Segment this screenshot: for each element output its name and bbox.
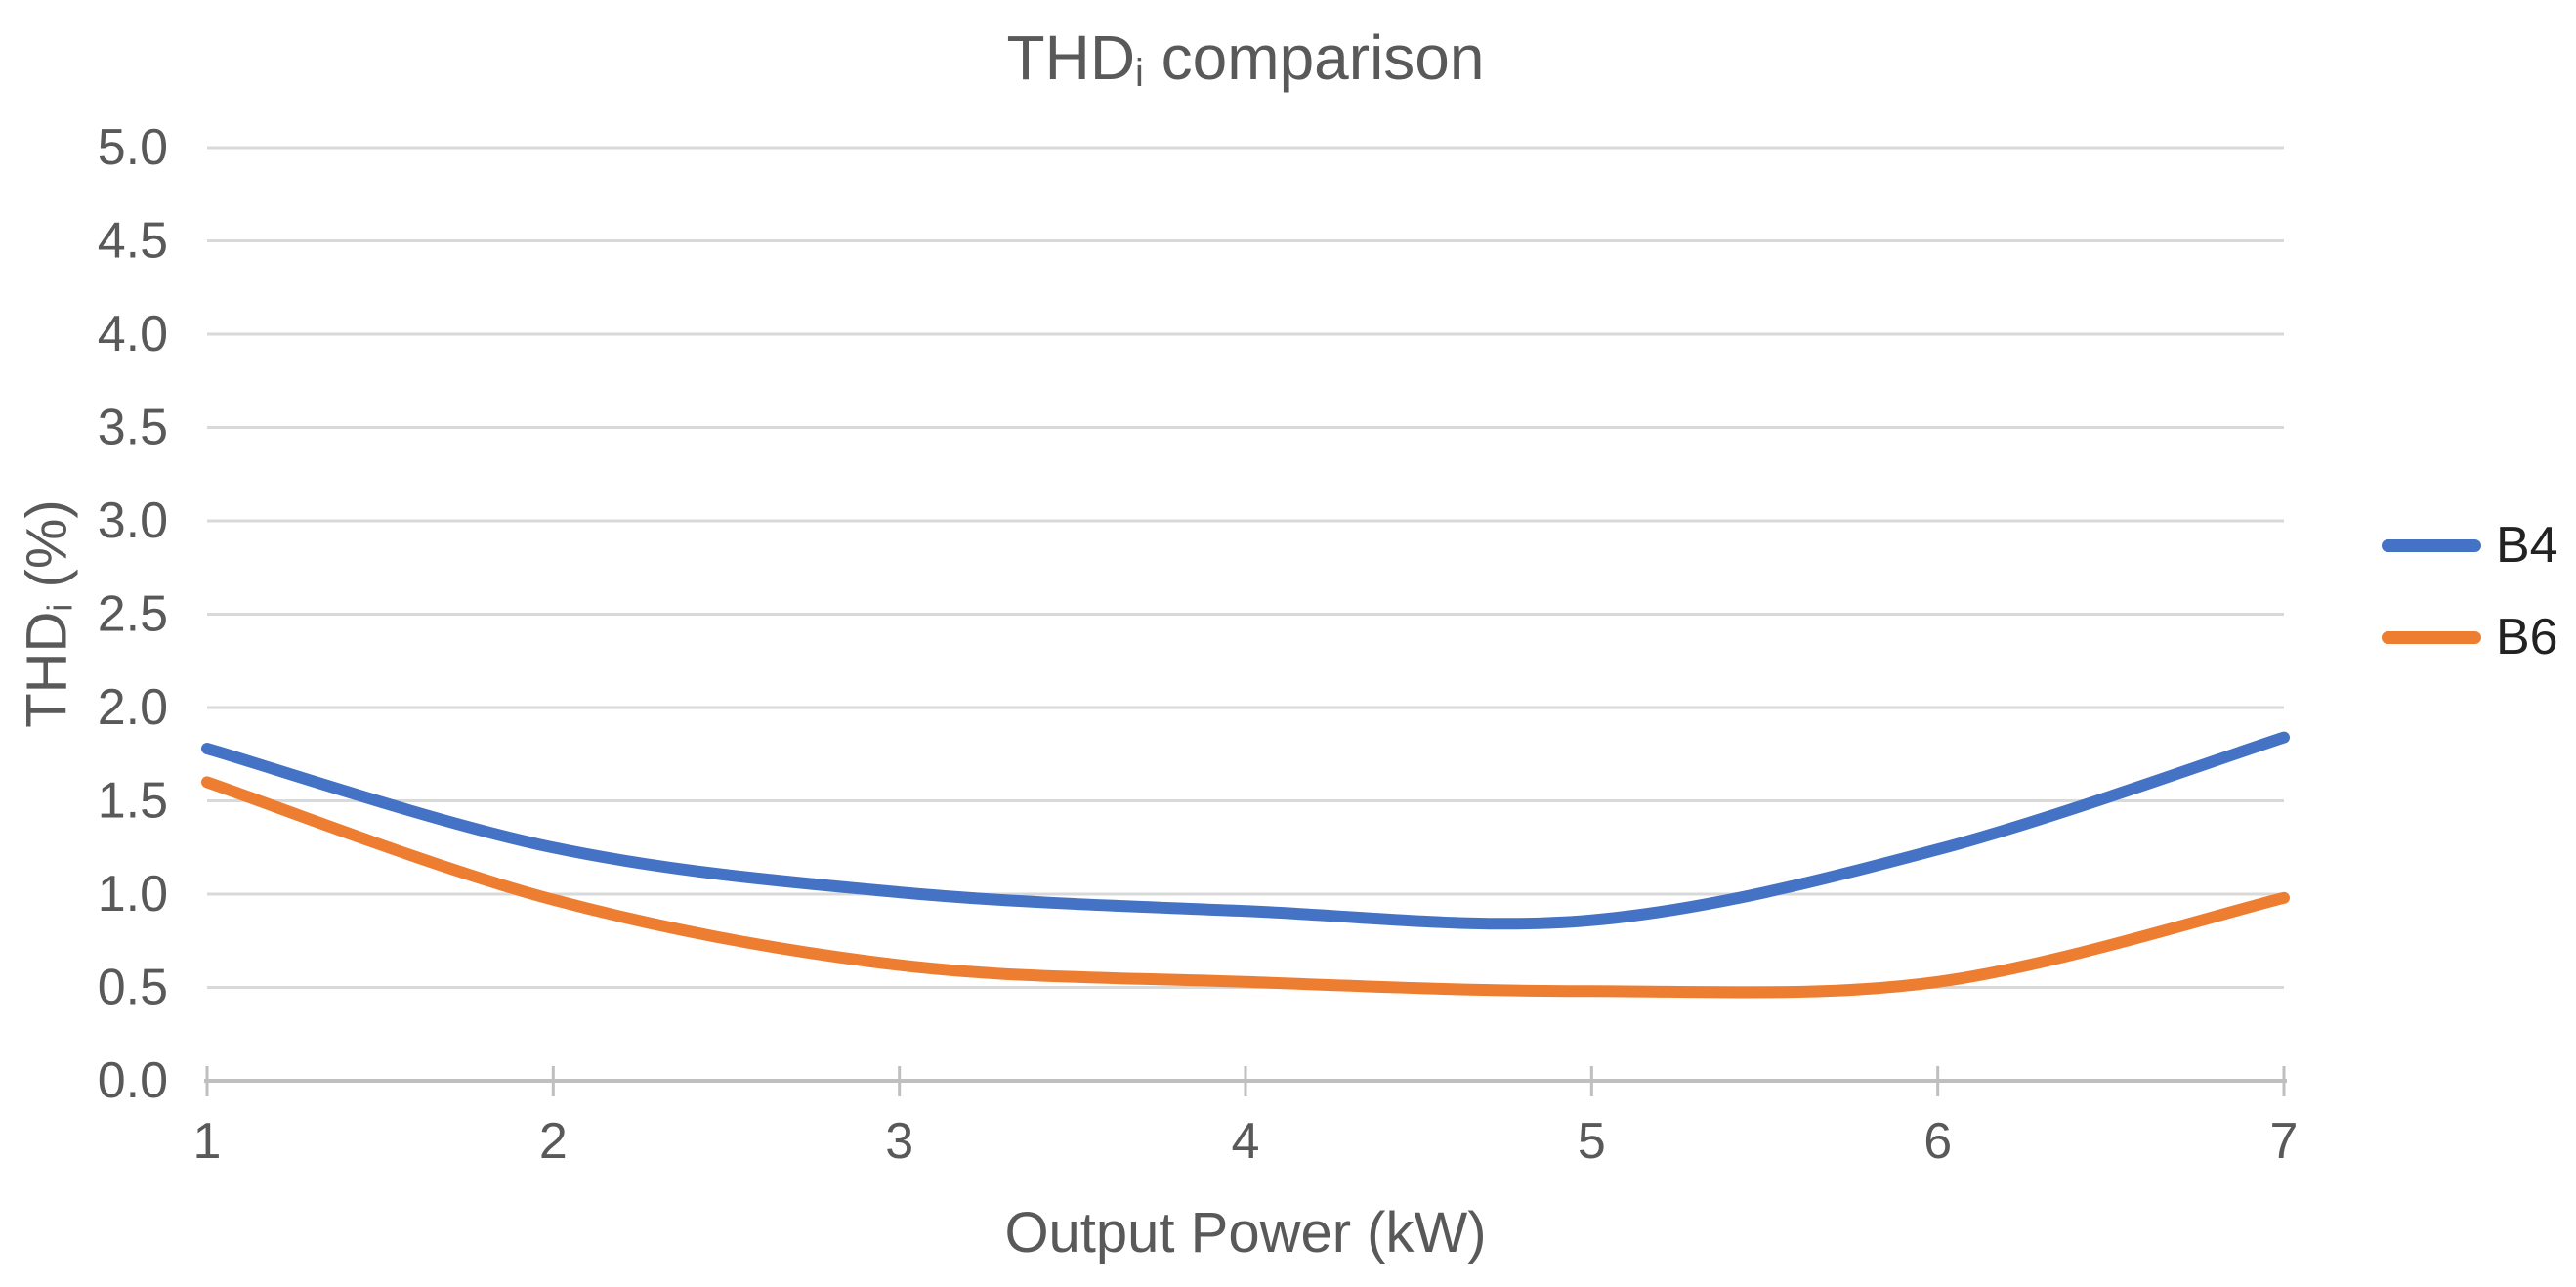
- legend-item-b6: B6: [2382, 612, 2558, 663]
- x-tick-label: 6: [1923, 1113, 1952, 1170]
- y-tick-label: 1.5: [98, 773, 168, 830]
- y-tick-label: 0.0: [98, 1052, 168, 1109]
- series-line-b4: [201, 731, 2290, 930]
- y-tick-label: 3.0: [98, 493, 168, 549]
- y-axis-title-text: THD: [15, 611, 79, 728]
- legend-line-swatch-b4: [2382, 538, 2481, 552]
- legend-label-b6: B6: [2496, 609, 2558, 665]
- x-tick-label: 4: [1232, 1113, 1260, 1170]
- y-tick-label: 0.5: [98, 960, 168, 1016]
- x-tick-label: 3: [885, 1113, 913, 1170]
- chart-title-suffix: comparison: [1143, 22, 1485, 93]
- x-tick-label: 2: [539, 1113, 568, 1170]
- chart-title-subscript: i: [1135, 52, 1144, 96]
- legend-item-b4: B4: [2382, 520, 2558, 571]
- legend-label-b4: B4: [2496, 517, 2558, 574]
- legend-line-swatch-b6: [2382, 630, 2481, 644]
- y-tick-label: 3.5: [98, 400, 168, 456]
- y-tick-label: 1.0: [98, 866, 168, 922]
- legend: B4 B6: [2382, 520, 2558, 663]
- y-tick-label: 4.0: [98, 306, 168, 363]
- y-tick-label: 4.5: [98, 213, 168, 270]
- y-tick-label: 5.0: [98, 119, 168, 176]
- y-axis-title-suffix: (%): [15, 499, 79, 604]
- x-tick-label: 5: [1578, 1113, 1606, 1170]
- series-line-b6: [201, 776, 2290, 999]
- y-axis-title-subscript: i: [39, 603, 80, 612]
- chart-title-text: THD: [1006, 22, 1136, 93]
- x-axis-title: Output Power (kW): [1004, 1201, 1487, 1265]
- x-tick-label: 7: [2270, 1113, 2299, 1170]
- chart-title: THDi comparison: [207, 21, 2284, 96]
- y-tick-label: 2.5: [98, 586, 168, 643]
- y-tick-label: 2.0: [98, 679, 168, 736]
- x-tick-label: 1: [193, 1113, 222, 1170]
- y-axis-title: THDi (%): [15, 499, 80, 728]
